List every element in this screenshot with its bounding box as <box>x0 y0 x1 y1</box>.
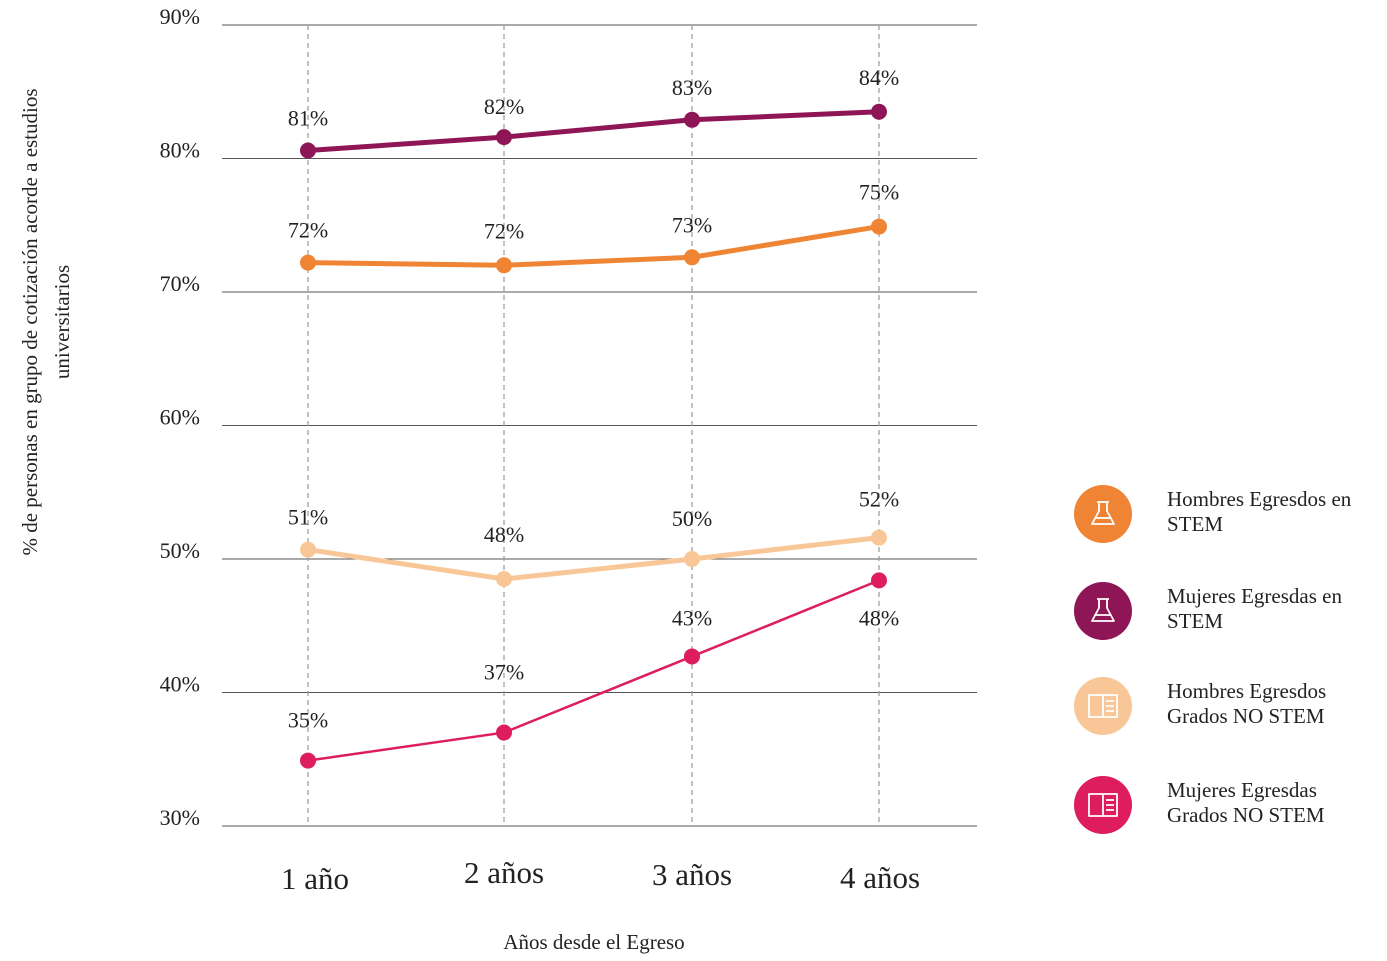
legend-item <box>1074 582 1132 640</box>
series-line <box>307 109 880 153</box>
data-point <box>871 218 887 235</box>
data-label: 50% <box>672 506 712 531</box>
y-tick-label: 50% <box>160 538 200 563</box>
data-point <box>300 254 316 271</box>
series-line <box>307 579 880 762</box>
legend-label: Hombres Egresdos Grados NO STEM <box>1167 679 1327 728</box>
series-line <box>307 535 880 582</box>
x-tick-label: 1 año <box>281 861 349 896</box>
x-axis-title: Años desde el Egreso <box>503 930 685 954</box>
legend-icon <box>1088 694 1118 718</box>
legend-swatch <box>1074 485 1132 543</box>
data-point <box>496 129 512 146</box>
data-label: 48% <box>859 605 899 630</box>
y-tick-label: 90% <box>160 4 200 29</box>
data-point <box>871 103 887 120</box>
legend-swatch <box>1074 582 1132 640</box>
legend-icon <box>1091 501 1115 525</box>
x-tick-label: 3 años <box>652 857 732 892</box>
x-tick-label: 4 años <box>840 860 920 895</box>
legend-icon <box>1088 793 1118 817</box>
data-point <box>300 142 316 159</box>
series-line <box>307 224 880 268</box>
legend-item <box>1074 485 1132 543</box>
data-label: 48% <box>484 522 524 547</box>
legend-label: Mujeres Egresdas Grados NO STEM <box>1167 778 1325 827</box>
data-point <box>684 111 700 128</box>
data-point <box>300 752 316 769</box>
data-point <box>496 571 512 588</box>
data-label: 51% <box>288 505 328 530</box>
legend-item <box>1074 776 1132 834</box>
data-label: 72% <box>288 218 328 243</box>
data-label: 81% <box>288 106 328 131</box>
data-label: 84% <box>859 65 899 90</box>
data-label: 75% <box>859 180 899 205</box>
legend-item <box>1074 677 1132 735</box>
data-label: 35% <box>288 708 328 733</box>
legend-icon <box>1091 598 1115 622</box>
data-point <box>871 572 887 589</box>
data-label: 52% <box>859 487 899 512</box>
data-point <box>684 249 700 266</box>
data-label: 72% <box>484 218 524 243</box>
y-tick-label: 60% <box>160 405 200 430</box>
data-point <box>871 529 887 546</box>
legend-label: Mujeres Egresdas en STEM <box>1167 584 1342 633</box>
data-point <box>496 724 512 741</box>
x-tick-label: 2 años <box>464 855 544 890</box>
data-label: 43% <box>672 606 712 631</box>
y-tick-label: 30% <box>160 805 200 830</box>
data-point <box>496 257 512 274</box>
data-point <box>300 541 316 558</box>
data-point <box>684 551 700 567</box>
y-tick-label: 80% <box>160 138 200 163</box>
data-point <box>684 648 700 665</box>
data-label: 82% <box>484 94 524 119</box>
y-tick-label: 40% <box>160 672 200 697</box>
data-label: 73% <box>672 212 712 237</box>
legend-label: Hombres Egresdos en STEM <box>1167 487 1352 536</box>
data-label: 83% <box>672 75 712 100</box>
y-tick-label: 70% <box>160 271 200 296</box>
y-axis-title: % de personas en grupo de cotización aco… <box>18 88 74 556</box>
data-label: 37% <box>484 660 524 685</box>
